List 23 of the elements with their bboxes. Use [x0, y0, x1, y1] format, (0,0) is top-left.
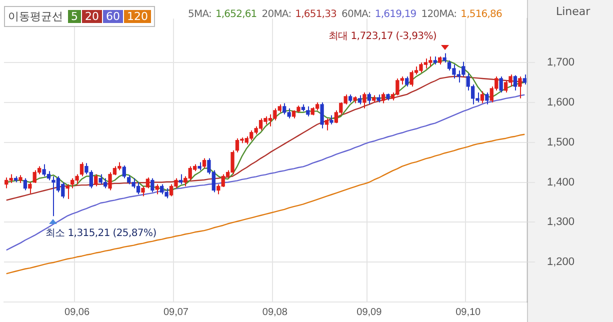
text: 60 — [103, 10, 123, 23]
x-tick-label: 09,06 — [64, 306, 90, 318]
y-tick-label: 1,700 — [547, 56, 575, 69]
y-tick-label: 1,500 — [547, 136, 575, 148]
annotation: 최대 1,723,17 (-3,93%) — [328, 30, 437, 44]
x-tick-label: 09,09 — [356, 306, 382, 318]
x-tick-label: 09,10 — [456, 306, 482, 318]
text: 120 — [124, 10, 151, 23]
annotation: 20MA: 1,651,33 — [262, 9, 337, 20]
x-tick-label: 09,07 — [163, 306, 189, 318]
x-tick-label: 09,08 — [262, 306, 288, 318]
y-tick-label: 1,300 — [547, 216, 575, 228]
annotation: 최소 1,315,21 (25,87%) — [45, 227, 156, 240]
y-tick-label: 1,400 — [547, 176, 575, 188]
annotation: 5MA: 1,652,61 — [188, 9, 257, 20]
y-tick-label: 1,600 — [547, 96, 575, 108]
text: 20 — [82, 10, 102, 23]
annotation: 120MA: 1,516,86 — [421, 9, 502, 20]
text: Linear — [556, 5, 590, 18]
annotation: 60MA: 1,619,19 — [342, 9, 416, 20]
text: 5 — [68, 10, 81, 23]
legend-title: 이동평균선 — [8, 9, 63, 24]
y-tick-label: 1,200 — [547, 256, 575, 268]
